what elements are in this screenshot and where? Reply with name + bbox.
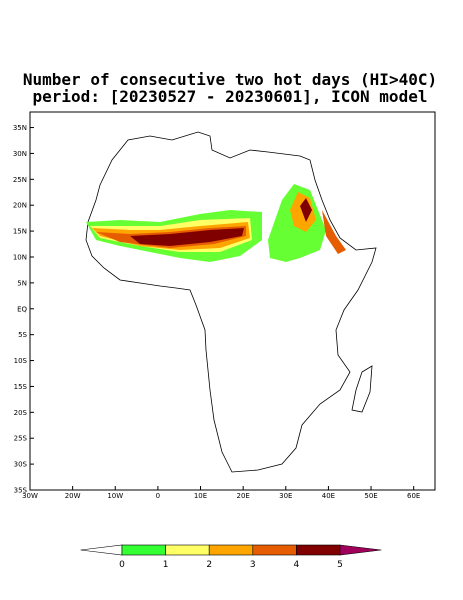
- colorbar-label: 3: [250, 560, 256, 570]
- y-tick-label: 5S: [18, 331, 27, 339]
- map-area: [29, 111, 436, 491]
- y-tick-label: 15S: [14, 383, 28, 391]
- colorbar-extend-high: [339, 544, 382, 556]
- y-tick-label: 35S: [14, 487, 28, 495]
- y-tick-label: 20N: [13, 202, 27, 210]
- colorbar-label: 5: [337, 560, 343, 570]
- x-tick-label: 20E: [236, 492, 249, 500]
- title-line-1: Number of consecutive two hot days (HI>4…: [23, 70, 437, 89]
- y-tick-label: 10N: [13, 253, 27, 261]
- y-tick-label: 20S: [14, 409, 28, 417]
- madagascar: [351, 365, 373, 413]
- y-tick-label: 10S: [14, 357, 28, 365]
- x-tick-label: 30W: [22, 492, 38, 500]
- colorbar-bin: [165, 544, 210, 556]
- x-tick-label: 30E: [279, 492, 292, 500]
- y-tick-label: EQ: [17, 305, 27, 313]
- y-tick-label: 30S: [14, 461, 28, 469]
- colorbar-label: 0: [119, 560, 125, 570]
- colorbar-extend-low: [80, 544, 123, 556]
- x-tick-label: 50E: [364, 492, 377, 500]
- colorbar-label: 4: [294, 560, 300, 570]
- title-line-2: period: [20230527 - 20230601], ICON mode…: [33, 87, 428, 106]
- colorbar-label: 2: [206, 560, 212, 570]
- y-tick-label: 35N: [13, 124, 27, 132]
- x-tick-label: 40E: [322, 492, 335, 500]
- colorbar-label: 1: [163, 560, 169, 570]
- x-tick-label: 10E: [194, 492, 207, 500]
- heat-region: [130, 228, 244, 246]
- colorbar-bin: [121, 544, 166, 556]
- y-tick-label: 25S: [14, 435, 28, 443]
- y-tick-label: 25N: [13, 176, 27, 184]
- x-tick-label: 0: [156, 492, 160, 500]
- colorbar-bin: [252, 544, 297, 556]
- y-tick-label: 30N: [13, 150, 27, 158]
- y-tick-label: 15N: [13, 228, 27, 236]
- y-tick-label: 5N: [17, 279, 27, 287]
- heat-region: [322, 210, 346, 254]
- colorbar: 0 1 2 3 4 5: [80, 544, 382, 570]
- map-frame: [29, 111, 436, 491]
- colorbar-bin: [296, 544, 341, 556]
- colorbar-bin: [208, 544, 254, 556]
- heat-region: [300, 198, 312, 222]
- x-tick-label: 20W: [65, 492, 81, 500]
- x-tick-label: 10W: [107, 492, 123, 500]
- x-tick-label: 60E: [407, 492, 420, 500]
